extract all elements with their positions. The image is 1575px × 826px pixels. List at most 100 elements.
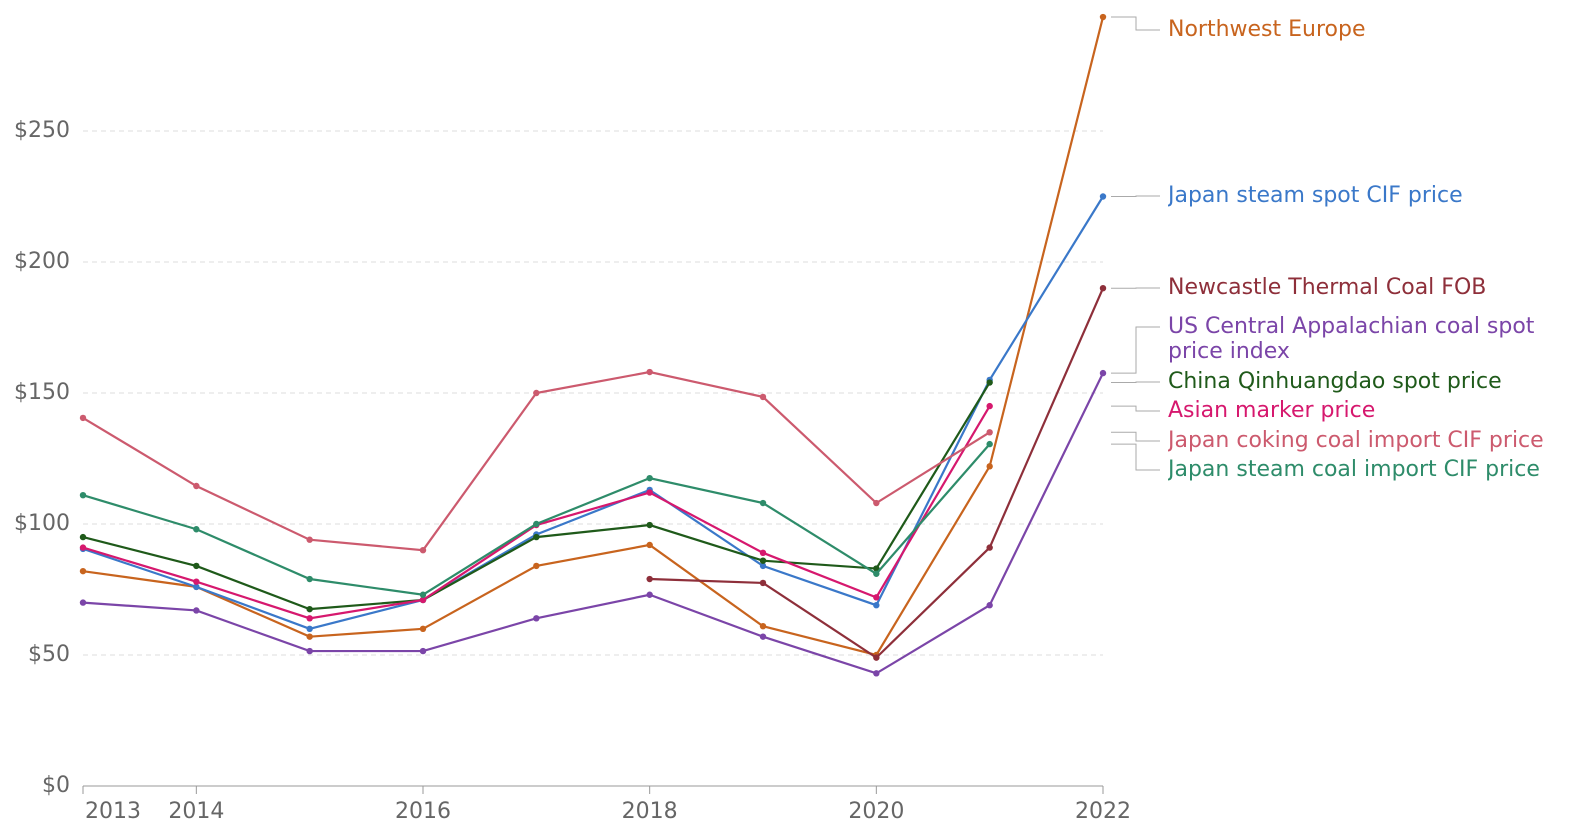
label-connector [1111,443,1160,471]
series-line [82,443,991,596]
point [533,562,540,570]
label-connector [1111,326,1160,374]
point [79,544,87,551]
point [193,583,200,591]
point [873,499,880,507]
point [986,440,993,448]
point [419,647,427,655]
point [193,482,200,490]
series-line [82,372,1104,675]
series-label: Northwest Europe [1168,17,1366,42]
point [873,594,880,601]
series-line [82,16,1105,657]
y-tick-label: $100 [14,511,70,536]
point [193,578,200,585]
point [646,368,653,376]
point [986,602,993,609]
series-label: Japan steam spot CIF price [1168,183,1463,208]
point [193,562,200,570]
x-tick-label: 2014 [168,799,224,824]
point [533,533,540,541]
point [79,491,87,499]
point [1099,285,1107,292]
y-tick-label: $150 [14,380,70,405]
series-label: Japan coking coal import CIF price [1168,428,1544,453]
point [759,622,767,630]
point [306,605,313,613]
series-label-box: Northwest Europe [1168,17,1366,42]
point [986,429,993,436]
y-tick-label: $50 [28,642,70,667]
point [306,615,313,622]
point [1099,13,1107,21]
point [759,499,767,507]
point [646,591,653,598]
series-label: Japan steam coal import CIF price [1168,457,1540,482]
point [306,647,313,655]
point [759,562,767,570]
x-tick-label: 2022 [1075,799,1131,824]
series-line [82,195,1104,630]
point [759,633,767,640]
y-tick-label: $200 [14,249,70,274]
series-label-box: Asian marker price [1168,398,1376,423]
x-tick-label: 2020 [848,799,904,824]
series-label-box: Japan steam coal import CIF price [1168,457,1540,482]
point [646,541,653,549]
point [759,579,767,587]
series-label-box: Newcastle Thermal Coal FOB [1168,275,1487,300]
series-label-box: US Central Appalachian coal spot price i… [1168,314,1535,364]
point [759,393,767,401]
series-label-box: Japan coking coal import CIF price [1168,428,1544,453]
label-connector [1111,431,1160,442]
point [193,526,200,533]
point [873,565,880,572]
point [986,544,993,551]
point [419,625,427,632]
point [646,575,653,583]
point [306,575,313,583]
series-label: China Qinhuangdao spot price [1168,369,1502,394]
point [873,570,880,577]
point [986,379,993,386]
point [306,625,313,632]
x-tick-label: 2013 [85,799,141,824]
point [986,463,993,470]
point [79,414,87,422]
label-connector [1111,405,1160,412]
series-label: US Central Appalachian coal spot price i… [1168,314,1535,364]
point [759,557,767,564]
x-tick-label: 2016 [395,799,451,824]
point [873,654,880,661]
point [306,633,313,640]
point [646,474,653,482]
point [419,547,427,554]
point [193,607,200,614]
point [419,591,427,598]
point [533,389,540,397]
series-label-box: China Qinhuangdao spot price [1168,369,1502,394]
point [533,520,540,528]
point [79,533,87,541]
series-label: Newcastle Thermal Coal FOB [1168,275,1487,300]
point [759,549,767,557]
label-connector [1111,195,1160,197]
point [533,615,540,622]
point [873,602,880,609]
point [646,521,653,529]
point [986,402,993,410]
point [1099,193,1107,200]
point [79,599,87,606]
label-connector [1111,381,1160,384]
point [79,567,87,575]
point [419,596,427,604]
series-line [82,405,991,620]
y-tick-label: $0 [42,773,70,798]
point [873,670,880,677]
point [646,489,653,496]
series-label: Asian marker price [1168,398,1376,423]
y-tick-label: $250 [14,118,70,143]
point [306,536,313,543]
x-tick-label: 2018 [622,799,678,824]
